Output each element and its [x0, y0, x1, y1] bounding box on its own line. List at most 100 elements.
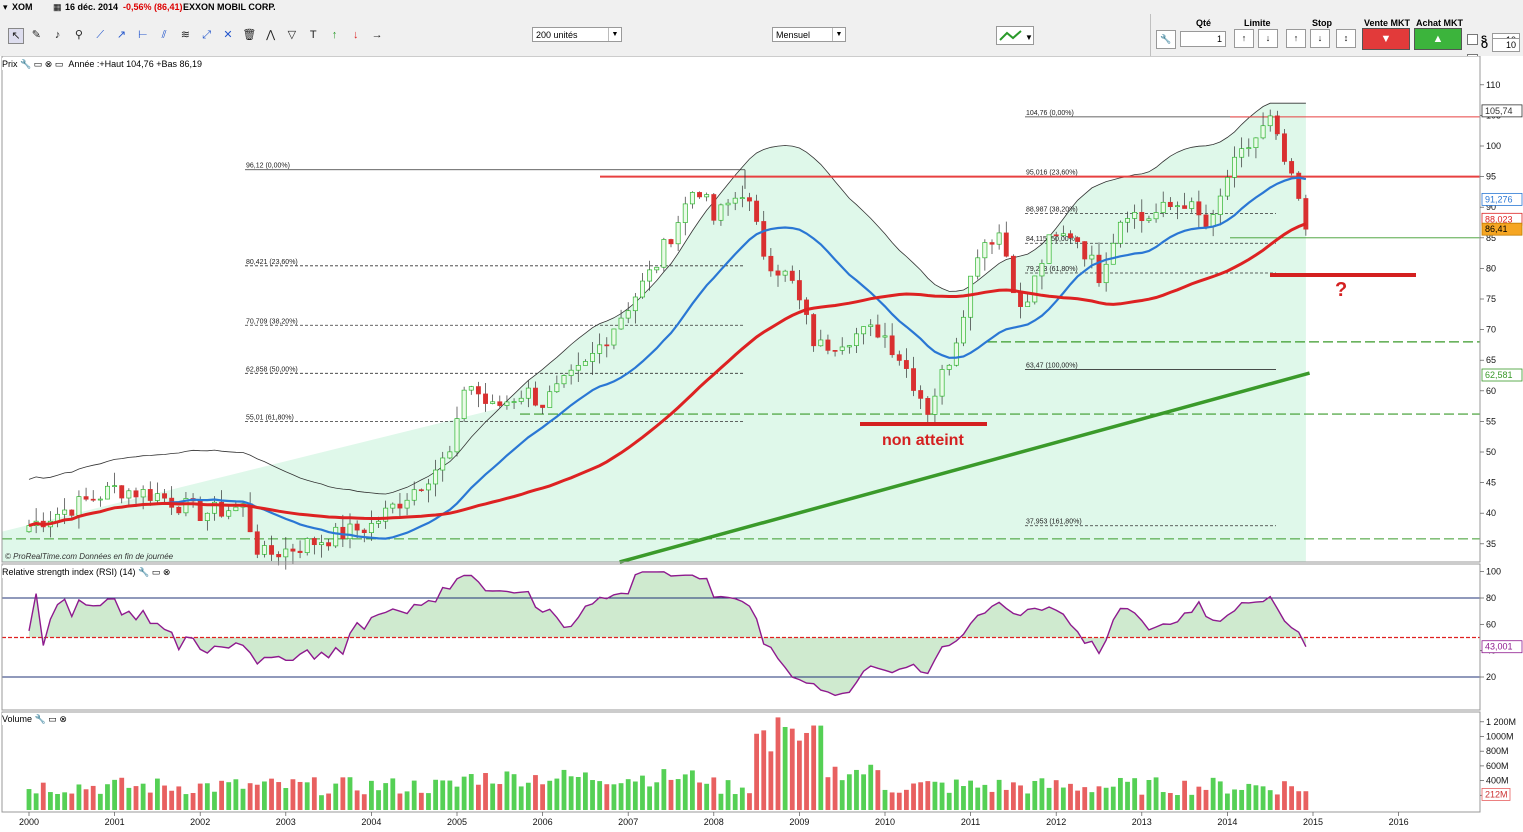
- quantity-select[interactable]: 200 unités ▼: [532, 27, 622, 42]
- price-panel-frame: [1, 56, 1481, 563]
- bell-icon[interactable]: ♪: [54, 29, 61, 41]
- close-icon[interactable]: ⊗: [44, 59, 53, 69]
- close-icon[interactable]: ⊗: [59, 714, 67, 724]
- indicator-tag: [1481, 192, 1523, 206]
- menu-chevron-icon[interactable]: ▾: [3, 2, 8, 12]
- x-axis-label: 2002: [190, 817, 210, 827]
- wrench-icon[interactable]: 🔧: [20, 59, 32, 69]
- stop-sell-button[interactable]: ↓: [1310, 29, 1330, 48]
- candle-body: [554, 383, 560, 393]
- volume-bar: [982, 784, 988, 810]
- volume-bar: [197, 783, 203, 810]
- candle-body: [647, 269, 653, 282]
- volume-bar: [1103, 787, 1109, 810]
- candle-body: [889, 335, 895, 356]
- volume-bar: [1025, 793, 1031, 810]
- volume-bar: [554, 778, 560, 810]
- volume-bar: [647, 786, 652, 810]
- limit-sell-button[interactable]: ↓: [1258, 29, 1278, 48]
- chart-style-button[interactable]: ▼: [996, 26, 1034, 45]
- candle-body: [1125, 218, 1130, 223]
- stop-extra-button[interactable]: ↕: [1336, 29, 1356, 48]
- volume-bar: [1110, 786, 1116, 810]
- volume-bar: [62, 792, 68, 810]
- candle-body: [1010, 255, 1016, 294]
- symbol-label[interactable]: XOM: [12, 2, 33, 12]
- volume-bar: [440, 780, 446, 810]
- candle-body: [1182, 205, 1188, 209]
- wrench-icon[interactable]: 🔧: [34, 714, 46, 724]
- qty-input[interactable]: 1: [1180, 31, 1226, 47]
- volume-bar: [1282, 781, 1287, 810]
- candle-body: [604, 344, 610, 347]
- volume-bar: [140, 783, 146, 810]
- volume-bar: [383, 783, 389, 810]
- candle-body: [1139, 212, 1145, 221]
- volume-bar: [547, 780, 553, 810]
- volume-bar: [276, 782, 282, 810]
- volume-bar: [1153, 777, 1159, 810]
- fibonacci-icon[interactable]: ≋: [180, 29, 190, 41]
- sell-arrow-icon[interactable]: ↓: [353, 29, 359, 41]
- volume-bar: [376, 790, 381, 810]
- rsi-line: [28, 571, 1307, 697]
- volume-bar: [48, 792, 53, 810]
- volume-bar: [147, 792, 153, 810]
- right-arrow-icon[interactable]: →: [371, 29, 383, 41]
- trash-icon[interactable]: 🗑: [242, 29, 257, 41]
- rsi-axis-label: 20: [1486, 672, 1496, 682]
- wrench-icon[interactable]: 🔧: [1156, 30, 1176, 49]
- candle-body: [854, 333, 859, 346]
- pattern-icon[interactable]: ⋀: [266, 29, 276, 41]
- period-select[interactable]: Mensuel ▼: [772, 27, 846, 42]
- price-chart[interactable]: 96,12 (0,00%) 80,421 (23,60%) 70,709 (38,2…: [0, 56, 1523, 832]
- sell-market-button[interactable]: ▼: [1362, 28, 1410, 50]
- hline-icon[interactable]: ⊢: [138, 29, 148, 41]
- volume-bar: [219, 780, 224, 810]
- pencil-icon[interactable]: ✎: [31, 29, 41, 41]
- volume-bar: [1046, 787, 1052, 810]
- candle-body: [682, 203, 688, 223]
- volume-bar: [1125, 781, 1130, 810]
- zoom-icon[interactable]: ⚲: [74, 29, 83, 41]
- restore-icon[interactable]: ▭: [48, 714, 57, 724]
- x-axis-label: 2001: [105, 817, 125, 827]
- s-checkbox[interactable]: [1467, 34, 1478, 45]
- candle-body: [97, 498, 103, 501]
- volume-bar: [1267, 790, 1273, 810]
- channel-icon[interactable]: ⤢: [202, 29, 212, 41]
- limit-buy-button[interactable]: ↑: [1234, 29, 1254, 48]
- line-icon[interactable]: ⟋: [96, 29, 105, 41]
- o-input[interactable]: 10: [1492, 38, 1520, 52]
- ray-icon[interactable]: ↗: [116, 29, 127, 41]
- volume-bar: [946, 792, 952, 810]
- candle-body: [618, 317, 624, 330]
- text-icon[interactable]: T: [309, 29, 317, 41]
- rsi-tag-label: 43,001: [1485, 642, 1513, 652]
- last-price-label: 86,41: [1485, 224, 1508, 234]
- volume-bar: [190, 793, 196, 810]
- restore-icon[interactable]: ▭: [33, 59, 43, 69]
- calendar-icon: ▦: [53, 2, 62, 12]
- buy-arrow-icon[interactable]: ↑: [331, 29, 338, 41]
- volume-bar: [1146, 779, 1152, 810]
- collapse-icon[interactable]: ▭: [54, 59, 64, 69]
- candle-body: [533, 387, 538, 406]
- restore-icon[interactable]: ▭: [151, 567, 161, 577]
- fork-icon[interactable]: ⫽: [161, 29, 167, 41]
- volume-bar: [839, 780, 845, 810]
- cursor-icon[interactable]: ↖: [8, 28, 24, 44]
- candle-body: [404, 499, 410, 509]
- candle-body: [333, 526, 339, 547]
- tools-icon[interactable]: ✕: [223, 29, 233, 41]
- rsi-fill: [29, 571, 1306, 696]
- volume-bar: [1082, 787, 1088, 810]
- triangle-icon[interactable]: ▽: [287, 29, 297, 41]
- x-axis-label: 2003: [276, 817, 296, 827]
- x-axis-label: 2005: [447, 817, 467, 827]
- wrench-icon[interactable]: 🔧: [138, 567, 150, 577]
- close-icon[interactable]: ⊗: [162, 567, 171, 577]
- stop-buy-button[interactable]: ↑: [1286, 29, 1306, 48]
- indicator-tag: [1481, 368, 1523, 382]
- buy-market-button[interactable]: ▲: [1414, 28, 1462, 50]
